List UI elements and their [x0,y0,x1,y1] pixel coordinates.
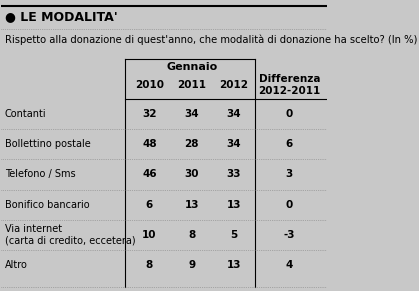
Text: 3: 3 [286,169,293,179]
Text: 46: 46 [142,169,157,179]
Text: 8: 8 [188,230,195,240]
Text: Differenza
2012-2011: Differenza 2012-2011 [258,74,321,96]
Text: 30: 30 [184,169,199,179]
Text: 9: 9 [188,260,195,270]
Text: Altro: Altro [5,260,28,270]
Text: 0: 0 [286,200,293,210]
Text: 4: 4 [286,260,293,270]
Text: 10: 10 [142,230,157,240]
Text: Gennaio: Gennaio [166,62,217,72]
Text: 13: 13 [184,200,199,210]
Text: Contanti: Contanti [5,109,46,119]
Text: 6: 6 [286,139,293,149]
Text: Bollettino postale: Bollettino postale [5,139,91,149]
Text: 2012: 2012 [220,80,248,90]
Text: 32: 32 [142,109,157,119]
Text: 13: 13 [227,260,241,270]
Text: 5: 5 [230,230,238,240]
Text: Bonifico bancario: Bonifico bancario [5,200,89,210]
Text: 33: 33 [227,169,241,179]
Text: 34: 34 [184,109,199,119]
Text: 2010: 2010 [135,80,164,90]
Text: Rispetto alla donazione di quest'anno, che modalità di donazione ha scelto? (In : Rispetto alla donazione di quest'anno, c… [5,35,417,45]
Text: 34: 34 [227,109,241,119]
Text: -3: -3 [284,230,295,240]
Text: 13: 13 [227,200,241,210]
Text: Via internet
(carta di credito, eccetera): Via internet (carta di credito, eccetera… [5,224,135,246]
Text: 6: 6 [146,200,153,210]
Text: ● LE MODALITA': ● LE MODALITA' [5,10,117,23]
Text: 34: 34 [227,139,241,149]
Text: 8: 8 [146,260,153,270]
Text: Telefono / Sms: Telefono / Sms [5,169,75,179]
Text: 0: 0 [286,109,293,119]
Text: 28: 28 [184,139,199,149]
Text: 2011: 2011 [177,80,206,90]
Text: 48: 48 [142,139,157,149]
